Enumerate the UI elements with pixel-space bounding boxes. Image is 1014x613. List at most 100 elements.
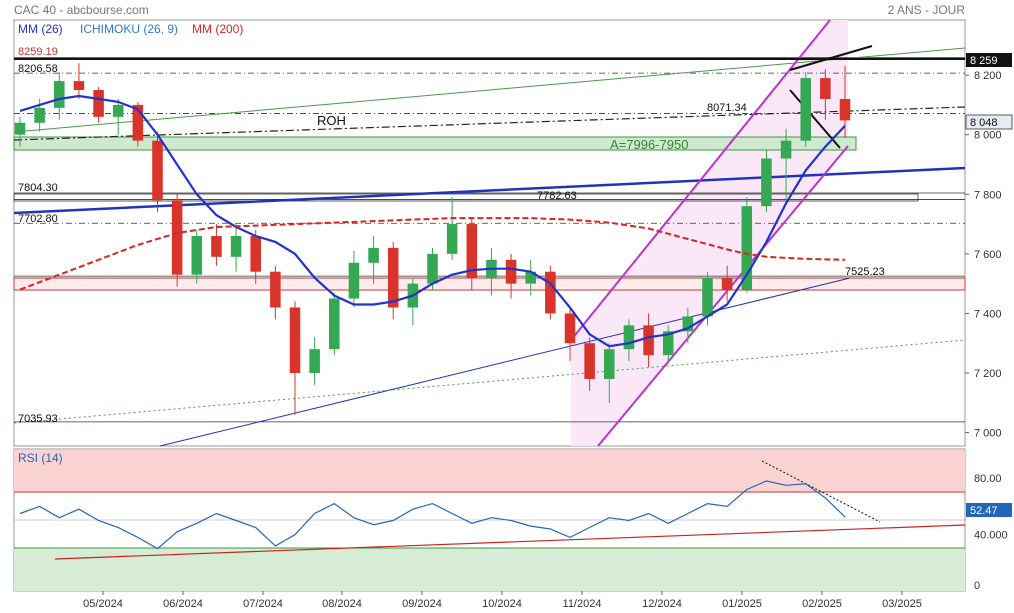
candle-body xyxy=(721,277,733,290)
candles-layer xyxy=(14,63,851,415)
y-tick-label: 7 400 xyxy=(974,308,1002,320)
rsi-line xyxy=(19,480,846,550)
x-tick-label: 09/2024 xyxy=(402,598,442,610)
current-price-tag xyxy=(965,114,1013,130)
rsi-line-layer xyxy=(19,480,846,550)
level-label-7035: 7035.93 xyxy=(18,413,58,425)
candle-body xyxy=(564,313,576,344)
green-trendline xyxy=(13,47,966,133)
candle-body xyxy=(800,78,811,141)
x-tick-label: 02/2025 xyxy=(802,598,842,610)
y-tick-label: 7 000 xyxy=(974,428,1002,440)
rsi-y-tick-label: 80.00 xyxy=(974,473,1002,485)
last-price-value: 8 259 xyxy=(970,55,998,67)
dotted-green-line xyxy=(13,339,966,424)
period-label: 2 ANS - JOUR xyxy=(888,3,966,17)
candle-body xyxy=(446,224,458,254)
level-label-8071: 8071.34 xyxy=(707,102,747,114)
candle-body xyxy=(309,349,320,374)
diagonal-black-line xyxy=(789,89,841,149)
candle-body xyxy=(505,259,517,284)
range-box xyxy=(13,193,919,202)
candle-body xyxy=(466,224,478,278)
candle-body xyxy=(761,158,772,207)
candle-body xyxy=(152,140,163,201)
rsi-overbought-zone xyxy=(14,450,965,492)
candle-body xyxy=(820,78,831,99)
candle-body xyxy=(427,253,438,284)
rsi-support-trendline xyxy=(54,524,966,560)
candle-body xyxy=(73,81,85,91)
candle-body xyxy=(662,331,674,356)
rsi-value: 52.47 xyxy=(970,505,998,517)
rsi-value-tag xyxy=(966,503,1012,517)
candle-body xyxy=(682,316,694,332)
x-axis: 05/2024 06/2024 07/2024 08/2024 09/2024 10/20… xyxy=(83,591,922,610)
moving-averages-layer xyxy=(19,94,846,348)
candle-body xyxy=(604,349,615,379)
x-tick-label: 06/2024 xyxy=(163,598,203,610)
legend-mm26: MM (26) xyxy=(18,22,63,36)
candle-body xyxy=(387,247,399,308)
candle-body xyxy=(329,298,340,350)
roh-label: ROH xyxy=(317,113,346,128)
mm200-line xyxy=(19,217,846,291)
candle-body xyxy=(702,277,713,317)
rsi-y-tick-label: 40.000 xyxy=(974,530,1008,542)
candle-body xyxy=(839,98,851,121)
rsi-oversold-zone xyxy=(14,548,965,591)
x-tick-label: 10/2024 xyxy=(482,598,522,610)
candle-body xyxy=(171,200,183,275)
level-label-7782: 7782.63 xyxy=(537,190,577,202)
candle-body xyxy=(132,104,144,141)
candle-body xyxy=(643,325,654,356)
support-zone xyxy=(13,136,857,151)
x-tick-label: 12/2024 xyxy=(642,598,682,610)
candle-body xyxy=(545,271,556,314)
candle-body xyxy=(289,307,301,374)
candle-body xyxy=(741,206,753,290)
channel-upper xyxy=(570,19,831,341)
candle-body xyxy=(112,104,124,117)
candle-body xyxy=(14,122,26,135)
candle-body xyxy=(34,107,45,123)
x-tick-label: 03/2025 xyxy=(882,598,922,610)
level-label-7804: 7804.30 xyxy=(18,182,58,194)
x-tick-label: 08/2024 xyxy=(322,598,362,610)
y-tick-label: 8 200 xyxy=(974,70,1002,82)
candle-body xyxy=(525,271,536,284)
roh-line xyxy=(13,106,966,141)
candle-body xyxy=(780,140,792,159)
rsi-y-tick-label: 0 xyxy=(974,580,980,592)
y-tick-label: 7 200 xyxy=(974,368,1002,380)
legend-ichimoku: ICHIMOKU (26, 9) xyxy=(80,22,178,36)
candle-body xyxy=(368,247,379,263)
x-tick-label: 05/2024 xyxy=(83,598,123,610)
chart-title: CAC 40 - abcbourse.com xyxy=(14,3,149,17)
x-tick-label: 07/2024 xyxy=(243,598,283,610)
level-label-8206: 8206.58 xyxy=(18,63,58,75)
channel-lower xyxy=(597,145,849,447)
level-label-8259: 8259.19 xyxy=(18,46,58,58)
current-price-value: 8 048 xyxy=(970,117,998,129)
candle-body xyxy=(623,325,635,350)
candle-body xyxy=(54,81,65,108)
mm26-line xyxy=(19,94,846,348)
candle-body xyxy=(191,235,203,275)
legend-mm200: MM (200) xyxy=(192,22,243,36)
level-label-7702: 7702.80 xyxy=(18,213,58,225)
candle-body xyxy=(270,271,281,308)
thin-blue-trendline xyxy=(159,277,851,447)
candle-body xyxy=(230,235,242,257)
x-tick-label: 01/2025 xyxy=(722,598,762,610)
y-tick-label: 7 800 xyxy=(974,189,1002,201)
x-tick-label: 11/2024 xyxy=(563,598,602,610)
rsi-title: RSI (14) xyxy=(18,451,63,465)
y-tick-label: 8 000 xyxy=(974,130,1002,142)
y-axis: 7 000 7 200 7 400 7 600 7 800 8 000 8 200 xyxy=(965,70,1002,440)
candle-body xyxy=(211,235,222,257)
resistance-zone xyxy=(13,277,966,291)
candle-body xyxy=(250,235,261,272)
candle-body xyxy=(93,90,104,117)
